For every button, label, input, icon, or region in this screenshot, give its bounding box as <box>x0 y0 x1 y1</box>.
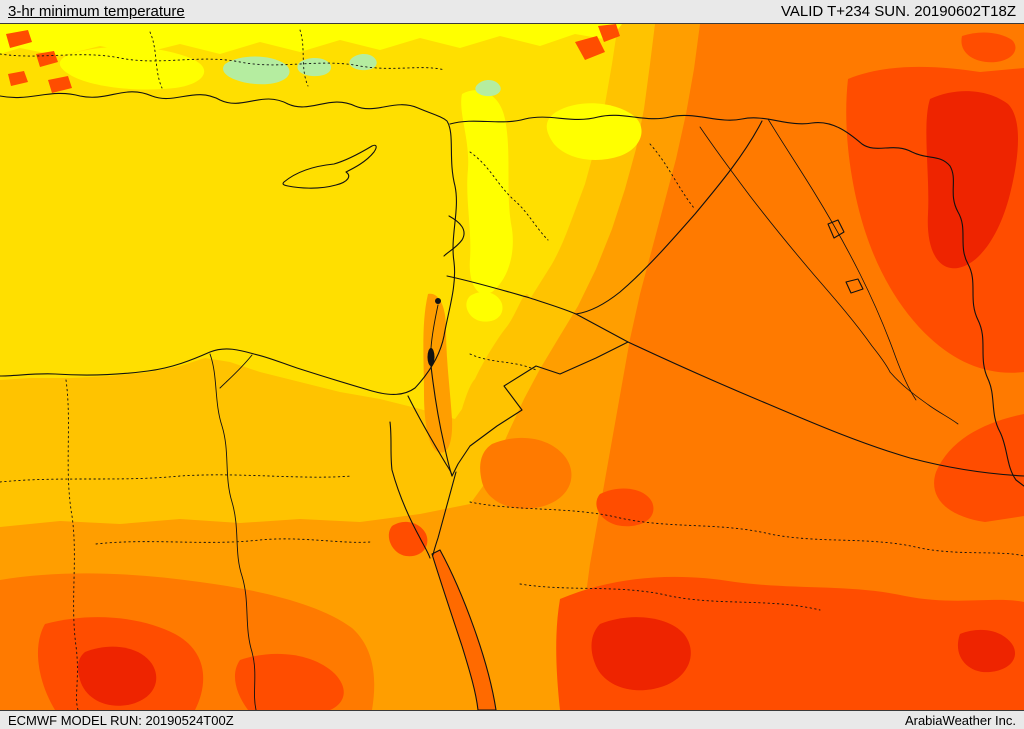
footer-bar: ECMWF MODEL RUN: 20190524T00Z ArabiaWeat… <box>0 710 1024 729</box>
map-area <box>0 24 1024 710</box>
border-iraq-saudi <box>627 341 1024 477</box>
border-jordan-iraq <box>575 313 629 343</box>
map-lines <box>0 91 1024 710</box>
euphrates-river <box>699 126 891 373</box>
nile-delta-branch <box>219 354 253 389</box>
red-sea <box>431 549 497 710</box>
jordan-river <box>430 304 439 349</box>
admin-boundaries-dotted <box>0 29 1024 710</box>
field-red-layer <box>77 91 1018 706</box>
temperature-map-svg <box>0 24 1024 710</box>
lake-tharthar <box>827 219 845 239</box>
gulf-of-aqaba <box>432 471 457 556</box>
dead-sea <box>427 348 435 366</box>
sea-of-galilee <box>435 298 441 304</box>
border-syria-jordan <box>446 275 577 315</box>
nile-river <box>209 353 257 710</box>
border-jordan-valley <box>430 365 453 477</box>
valid-time-label: VALID T+234 SUN. 20190602T18Z <box>780 3 1016 20</box>
border-syria-iraq <box>575 120 763 315</box>
header-bar: 3-hr minimum temperature VALID T+234 SUN… <box>0 0 1024 24</box>
lake-razzaza <box>845 278 864 294</box>
border-turkey-syria-iran <box>449 114 1024 487</box>
border-lebanon <box>443 215 465 257</box>
cyprus-outline <box>282 144 377 189</box>
gulf-of-suez <box>389 421 431 559</box>
shatt-al-arab <box>889 371 959 425</box>
tigris-river <box>767 118 917 401</box>
brand-label: ArabiaWeather Inc. <box>904 712 1016 728</box>
border-jordan-saudi <box>451 341 629 477</box>
coastline <box>0 91 457 395</box>
field-green-layer <box>223 54 501 97</box>
field-bright-yellow-layer <box>0 24 642 322</box>
page-title: 3-hr minimum temperature <box>8 3 185 20</box>
model-run-label: ECMWF MODEL RUN: 20190524T00Z <box>8 712 234 728</box>
lakes-filled <box>427 298 441 366</box>
